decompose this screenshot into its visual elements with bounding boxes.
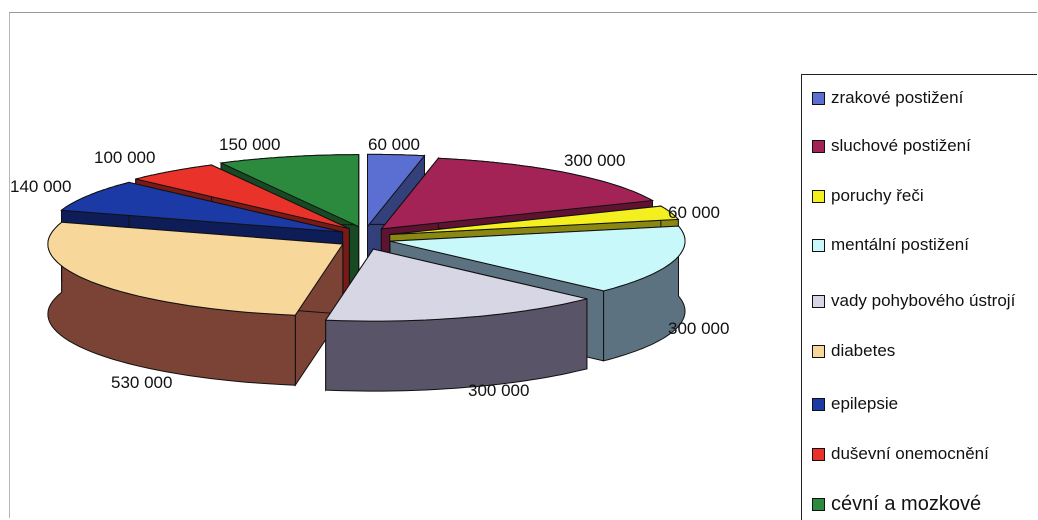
pie-slice xyxy=(389,225,686,292)
pie-slice xyxy=(380,157,655,230)
pie-data-labels: 60 000 300 000 60 000 300 000 300 000 530 000… xyxy=(10,135,729,400)
legend-label: diabetes xyxy=(831,341,896,360)
legend-label: duševní onemocnění xyxy=(831,444,989,463)
data-label: 300 000 xyxy=(468,381,529,400)
chart-area xyxy=(9,12,1037,518)
legend-item: mentální postižení xyxy=(812,234,1038,256)
legend-swatch xyxy=(812,295,825,308)
pie-slice xyxy=(47,221,344,316)
pie-slice xyxy=(60,181,343,233)
data-label: 300 000 xyxy=(668,319,729,338)
legend-label: cévní a mozkové xyxy=(831,493,982,515)
data-label: 140 000 xyxy=(10,177,71,196)
legend-label: epilepsie xyxy=(831,394,899,413)
data-label: 60 000 xyxy=(668,203,720,222)
legend-item: vady pohybového ústrojí xyxy=(812,290,1038,312)
pie-tops xyxy=(47,153,686,322)
data-label: 100 000 xyxy=(94,148,155,167)
chart-legend: zrakové postižení sluchové postižení poruc… xyxy=(801,74,1037,520)
legend-item: epilepsie xyxy=(812,393,1038,415)
legend-item: sluchové postižení xyxy=(812,135,1038,157)
legend-label: mentální postižení xyxy=(831,235,969,254)
legend-swatch xyxy=(812,92,825,105)
pie-slice xyxy=(389,205,680,235)
legend-swatch xyxy=(812,345,825,358)
pie-chart: 60 000 300 000 60 000 300 000 300 000 530 000… xyxy=(10,135,729,400)
data-label: 300 000 xyxy=(564,151,625,170)
legend-item: poruchy řeči xyxy=(812,185,1038,207)
legend-swatch xyxy=(812,239,825,252)
pie-slice xyxy=(219,154,360,228)
legend-item: duševní onemocnění xyxy=(812,443,1038,465)
data-label: 150 000 xyxy=(219,135,280,154)
legend-item: diabetes xyxy=(812,340,1038,362)
legend-swatch xyxy=(812,398,825,411)
legend-label: vady pohybového ústrojí xyxy=(831,291,1016,310)
pie-slice xyxy=(135,164,350,230)
legend-label: sluchové postižení xyxy=(831,136,971,155)
data-label: 530 000 xyxy=(111,373,172,392)
data-label: 60 000 xyxy=(368,135,420,154)
legend-swatch xyxy=(812,140,825,153)
legend-item: cévní a mozkové xyxy=(812,493,1038,515)
legend-swatch xyxy=(812,448,825,461)
pie-slice xyxy=(324,248,588,322)
legend-swatch xyxy=(812,498,825,511)
pie-slice xyxy=(367,153,426,228)
legend-label: poruchy řeči xyxy=(831,186,924,205)
legend-item: zrakové postižení xyxy=(812,87,1038,109)
legend-label: zrakové postižení xyxy=(831,88,964,107)
legend-swatch xyxy=(812,190,825,203)
